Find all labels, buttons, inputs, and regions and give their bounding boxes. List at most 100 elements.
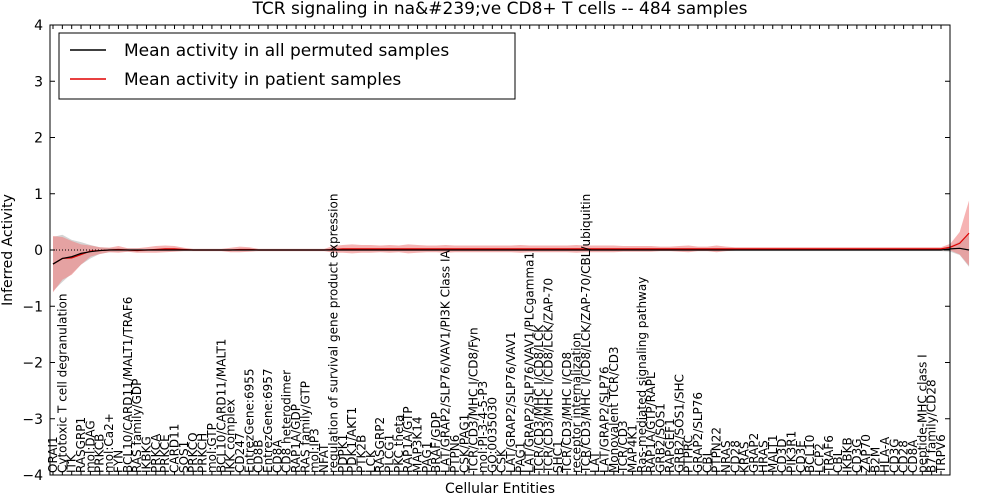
x-tick-label: HLA-A (878, 436, 892, 473)
x-tick-label: Cytotoxic T cell degranulation (55, 294, 69, 473)
series-lines (52, 232, 970, 265)
x-tick-label: CBL (831, 449, 845, 473)
x-tick-label: CD28 (728, 440, 742, 473)
x-tick-label: CD8A (906, 439, 920, 473)
x-tick-label: CD8A (270, 439, 284, 473)
x-tick-label: GRB2/SOS1 (654, 403, 668, 473)
x-tick-label: mol:DAG (83, 420, 97, 473)
legend: Mean activity in all permuted samples Me… (58, 32, 516, 100)
x-tick-label: PTPN22 (710, 427, 724, 473)
x-tick-label: IKBKB (841, 437, 855, 473)
x-tick-label: CD28 (897, 440, 911, 473)
x-tick-label: TCR/CD3/MHC I/CD8/LCK (532, 324, 546, 474)
x-tick-label: CARD11 (168, 424, 182, 473)
x-tick-label: Monovalent TCR/CD3 (607, 346, 621, 473)
x-tick-label: LAT/GRAP2/SLP76/VAV1 (504, 332, 518, 473)
x-tick-label: RAS family/GTP (298, 381, 312, 473)
x-tick-label: ITK (65, 453, 79, 473)
x-tick-label: TRAF6 (822, 435, 836, 474)
y-tick-label: 0 (34, 243, 43, 259)
x-tick-label: BCL10/CARD11/MALT1/TRAF6 (121, 297, 135, 473)
legend-box (58, 32, 516, 100)
x-tick-label: LAT/GRAP2/SLP76/VAV1/PI3K Class IA (439, 249, 453, 473)
x-tick-label: MAP3K14 (411, 416, 425, 473)
x-tick-label: TCR/CD3/MHC I/CD8/LCK/ZAP-70/CBL/ubiquit… (579, 194, 593, 474)
x-tick-label: PAG1 (513, 442, 527, 473)
x-tick-label: PRKCA (149, 433, 163, 473)
x-tick-label: B7 family/CD28 (925, 379, 939, 473)
x-tick-label: GO:0035030 (485, 397, 499, 473)
x-tick-label: CSK/PAG1 (457, 414, 471, 473)
x-tick-label: B2M (869, 447, 883, 473)
x-tick-label: TCR/CD3/MHC I/CD8/LCK/ZAP-70 (541, 278, 555, 474)
x-tick-label: CD3G (850, 438, 864, 473)
y-axis-label: Inferred Activity (0, 194, 16, 306)
x-tick-label: GRAP2 (747, 433, 761, 473)
y-tick-label: −4 (22, 468, 43, 484)
x-tick-label: EntrezGene:6957 (261, 369, 275, 474)
x-tick-label: NRAS (719, 440, 733, 473)
x-tick-label: mol:PI-3-4-5-P3 (476, 381, 490, 473)
band-patient (53, 200, 970, 293)
x-tick-label: CD247 (233, 432, 247, 473)
y-tick-label: −3 (22, 412, 43, 428)
x-tick-label: CD3D (775, 438, 789, 473)
x-tick-label: LCK (364, 449, 378, 473)
x-tick-label: CD3E (794, 440, 808, 473)
x-tick-label: PIK3R1 (784, 431, 798, 473)
x-tick-label: TCR/CD3/MHC I/CD8 (560, 352, 574, 474)
x-tick-label: MAP4K1 (626, 424, 640, 473)
x-tick-label: peptide-MHC class I (915, 354, 929, 473)
x-tick-label: IKBKG (139, 436, 153, 473)
x-tick-label: PRKCH (196, 433, 210, 473)
x-tick-label: LAT/GRAP2/SLP76/VAV1/PLCgamma1 (523, 252, 537, 473)
x-tick-label: TRPV6 (934, 434, 948, 474)
x-tick-label: GRAP2/SLP76 (691, 392, 705, 473)
x-tick-label: PTK2B (354, 435, 368, 473)
x-tick-label: RAS family/GDP (130, 379, 144, 473)
x-tick-label: RASGRP2 (373, 417, 387, 473)
x-tick-label: PRKCE (158, 434, 172, 473)
x-tick-label: RAP1A/GTP (401, 406, 415, 473)
x-tick-label: EntrezGene:6955 (242, 368, 256, 473)
x-tick-label: CSK (495, 448, 509, 473)
x-tick-label: NFAT (317, 443, 331, 473)
y-tick-label: 3 (34, 74, 43, 90)
y-axis-ticks: 4 3 2 1 0 −1 −2 −3 −4 (22, 18, 950, 484)
x-tick-label: CD8 heterodimer (280, 370, 294, 473)
x-tick-label: TCR/CD3/MHC I/CD8/Fyn (467, 327, 481, 474)
x-tick-label: FYN (111, 450, 125, 473)
confidence-bands (53, 200, 970, 293)
x-tick-label: LCP2 (812, 443, 826, 473)
x-tick-label: BCL10 (803, 435, 817, 473)
y-tick-label: −2 (22, 356, 43, 372)
y-tick-label: 4 (34, 18, 43, 34)
x-tick-label: BRAF/GDP (429, 412, 443, 473)
x-tick-label: IKK complex (224, 399, 238, 473)
y-tick-label: −1 (22, 299, 43, 315)
x-tick-label: PAG1 (420, 442, 434, 473)
series-line-permuted (52, 247, 970, 265)
x-tick-label: SHC1 (551, 440, 565, 473)
x-tick-label: RAP1A/GDP (289, 404, 303, 473)
x-tick-label: mol:IP3 (308, 428, 322, 473)
x-tick-label: PRKCB (93, 434, 107, 473)
x-tick-label: RAP1A/GTP/RAPL (644, 372, 658, 473)
y-tick-label: 1 (34, 187, 43, 203)
x-tick-label: PRKCQ (186, 432, 200, 473)
x-tick-label: PDPK1 (336, 434, 350, 473)
x-tick-label: ORAI1 (46, 436, 60, 473)
x-tick-label: regulation of survival gene product expr… (326, 194, 340, 473)
x-tick-label: MALT1 (766, 434, 780, 473)
x-tick-label: KRAS (738, 441, 752, 473)
x-tick-label: PTPN6 (448, 435, 462, 473)
x-tick-label: PKC theta (392, 415, 406, 473)
x-tick-label: RASGRP1 (74, 417, 88, 473)
x-tick-label: BCL10/CARD11/MALT1 (214, 339, 228, 473)
chart-title: TCR signaling in na&#239;ve CD8+ T cells… (251, 0, 747, 19)
x-tick-label: HRAS (756, 440, 770, 473)
x-tick-label: TCR/CD3 (616, 420, 630, 474)
x-tick-label: CD3G (887, 438, 901, 473)
